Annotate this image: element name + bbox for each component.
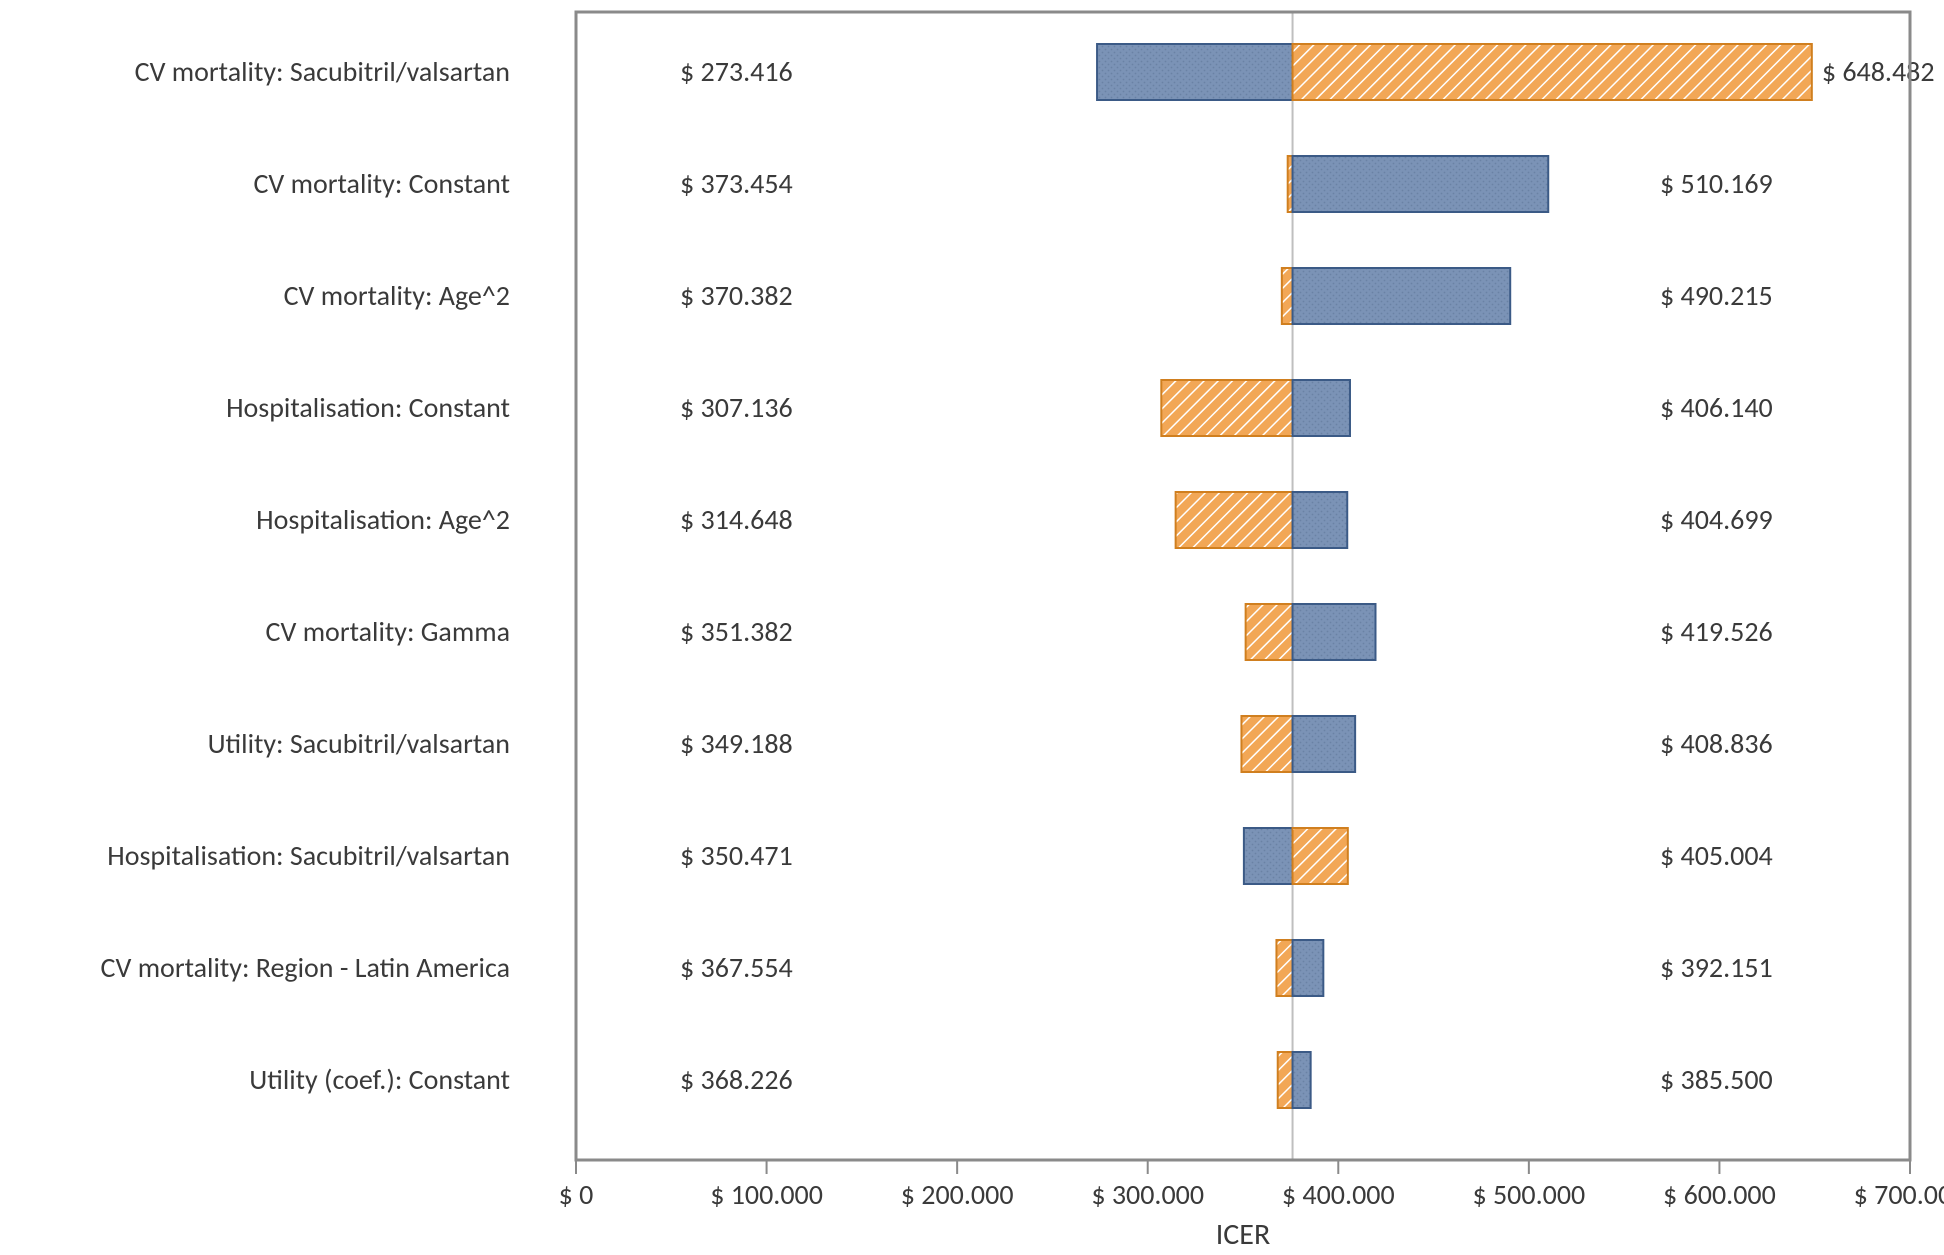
value-high: $ 408.836: [1660, 726, 1773, 761]
value-low: $ 349.188: [680, 726, 793, 761]
value-low: $ 370.382: [680, 278, 793, 313]
value-low: $ 373.454: [680, 166, 793, 201]
bar-high: [1293, 828, 1348, 884]
value-high: $ 404.699: [1660, 502, 1773, 537]
category-label: CV mortality: Age^2: [284, 278, 510, 313]
category-label: CV mortality: Constant: [253, 166, 510, 201]
bar-low: [1246, 604, 1293, 660]
x-tick-label: $ 500.000: [1472, 1177, 1585, 1212]
x-tick-label: $ 0: [559, 1177, 594, 1212]
bar-low: [1244, 828, 1293, 884]
value-high: $ 406.140: [1660, 390, 1773, 425]
x-tick-label: $ 700.000: [1854, 1177, 1944, 1212]
bar-low: [1097, 44, 1292, 100]
bar-high: [1293, 716, 1356, 772]
x-tick-label: $ 300.000: [1091, 1177, 1204, 1212]
category-label: CV mortality: Region - Latin America: [101, 950, 510, 985]
x-tick-label: $ 100.000: [710, 1177, 823, 1212]
bar-high: [1293, 940, 1324, 996]
x-tick-label: $ 200.000: [901, 1177, 1014, 1212]
bar-low: [1278, 1052, 1293, 1108]
bar-high: [1293, 44, 1812, 100]
category-label: Hospitalisation: Sacubitril/valsartan: [107, 838, 510, 873]
bar-high: [1293, 380, 1350, 436]
bar-high: [1293, 604, 1376, 660]
category-label: Hospitalisation: Constant: [226, 390, 510, 425]
bar-high: [1293, 268, 1511, 324]
tornado-chart: CV mortality: Sacubitril/valsartan $ 273.…: [0, 0, 1944, 1255]
value-high: $ 392.151: [1660, 950, 1773, 985]
category-label: CV mortality: Gamma: [266, 614, 510, 649]
value-high: $ 405.004: [1660, 838, 1773, 873]
value-low: $ 307.136: [680, 390, 793, 425]
category-label: CV mortality: Sacubitril/valsartan: [135, 54, 510, 89]
value-low: $ 368.226: [680, 1062, 793, 1097]
value-high: $ 510.169: [1660, 166, 1773, 201]
bar-high: [1293, 1052, 1311, 1108]
bar-high: [1293, 492, 1348, 548]
bar-low: [1282, 268, 1293, 324]
value-low: $ 351.382: [680, 614, 793, 649]
x-tick-label: $ 400.000: [1282, 1177, 1395, 1212]
bar-low: [1161, 380, 1292, 436]
value-high: $ 385.500: [1660, 1062, 1773, 1097]
bar-low: [1276, 940, 1292, 996]
value-high: $ 490.215: [1660, 278, 1773, 313]
value-low: $ 367.554: [680, 950, 793, 985]
x-tick-label: $ 600.000: [1663, 1177, 1776, 1212]
category-label: Utility (coef.): Constant: [249, 1062, 510, 1097]
bar-high: [1293, 156, 1549, 212]
value-low: $ 314.648: [680, 502, 793, 537]
value-low: $ 350.471: [680, 838, 793, 873]
x-axis-title: ICER: [1216, 1216, 1271, 1253]
value-high: $ 419.526: [1660, 614, 1773, 649]
value-low: $ 273.416: [680, 54, 793, 89]
value-high: $ 648.482: [1822, 54, 1935, 89]
category-label: Hospitalisation: Age^2: [256, 502, 510, 537]
bar-low: [1241, 716, 1292, 772]
bar-low: [1176, 492, 1293, 548]
category-label: Utility: Sacubitril/valsartan: [208, 726, 510, 761]
